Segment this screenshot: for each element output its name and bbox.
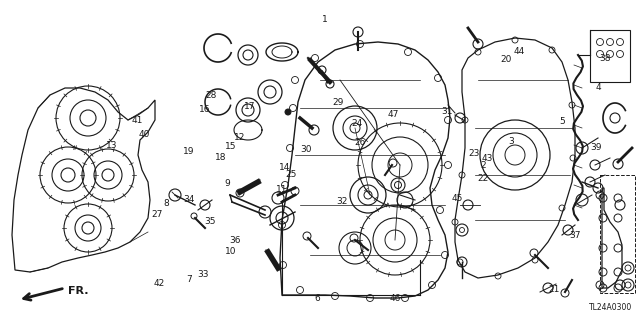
Text: 38: 38 xyxy=(599,54,611,63)
Text: 22: 22 xyxy=(477,174,489,182)
Text: 5: 5 xyxy=(559,117,564,126)
Text: 7: 7 xyxy=(186,275,191,284)
Text: 19: 19 xyxy=(183,147,195,156)
Text: 40: 40 xyxy=(138,130,150,139)
Text: 2: 2 xyxy=(481,161,486,170)
Text: 11: 11 xyxy=(276,185,287,194)
Text: 37: 37 xyxy=(569,231,580,240)
Text: 13: 13 xyxy=(106,141,118,150)
Text: 33: 33 xyxy=(198,271,209,279)
Text: 32: 32 xyxy=(337,197,348,206)
Text: 17: 17 xyxy=(244,102,255,111)
Text: FR.: FR. xyxy=(68,286,88,296)
Text: 25: 25 xyxy=(285,170,297,179)
Text: 18: 18 xyxy=(215,153,227,162)
Text: 29: 29 xyxy=(332,98,344,107)
Text: 47: 47 xyxy=(388,110,399,119)
Circle shape xyxy=(285,109,291,115)
Text: 10: 10 xyxy=(225,247,236,256)
Text: 28: 28 xyxy=(205,91,217,100)
Text: TL24A0300: TL24A0300 xyxy=(589,303,632,312)
Text: 46: 46 xyxy=(390,294,401,303)
Text: 1: 1 xyxy=(323,15,328,24)
Text: 39: 39 xyxy=(591,143,602,152)
Text: 12: 12 xyxy=(234,133,246,142)
Text: 14: 14 xyxy=(279,163,291,172)
Text: 8: 8 xyxy=(164,199,169,208)
Bar xyxy=(600,175,635,293)
Text: 4: 4 xyxy=(596,83,601,92)
Text: 34: 34 xyxy=(183,195,195,204)
Bar xyxy=(590,30,630,82)
Text: 30: 30 xyxy=(300,145,312,154)
Text: 35: 35 xyxy=(204,217,216,226)
Text: 41: 41 xyxy=(132,116,143,125)
Text: 42: 42 xyxy=(153,279,164,288)
Text: 6: 6 xyxy=(314,294,319,303)
Text: 9: 9 xyxy=(225,179,230,188)
Text: 27: 27 xyxy=(151,210,163,219)
Text: 31: 31 xyxy=(441,107,452,115)
Text: 15: 15 xyxy=(225,142,236,151)
Text: 21: 21 xyxy=(548,285,559,294)
Text: 45: 45 xyxy=(452,194,463,203)
Text: 16: 16 xyxy=(199,105,211,114)
Text: 3: 3 xyxy=(508,137,513,146)
Text: 26: 26 xyxy=(354,138,365,147)
Text: 24: 24 xyxy=(351,119,363,128)
Text: 44: 44 xyxy=(514,47,525,56)
Text: 20: 20 xyxy=(500,56,511,64)
Text: 36: 36 xyxy=(230,236,241,245)
Text: 23: 23 xyxy=(468,149,479,158)
Text: 43: 43 xyxy=(482,154,493,163)
